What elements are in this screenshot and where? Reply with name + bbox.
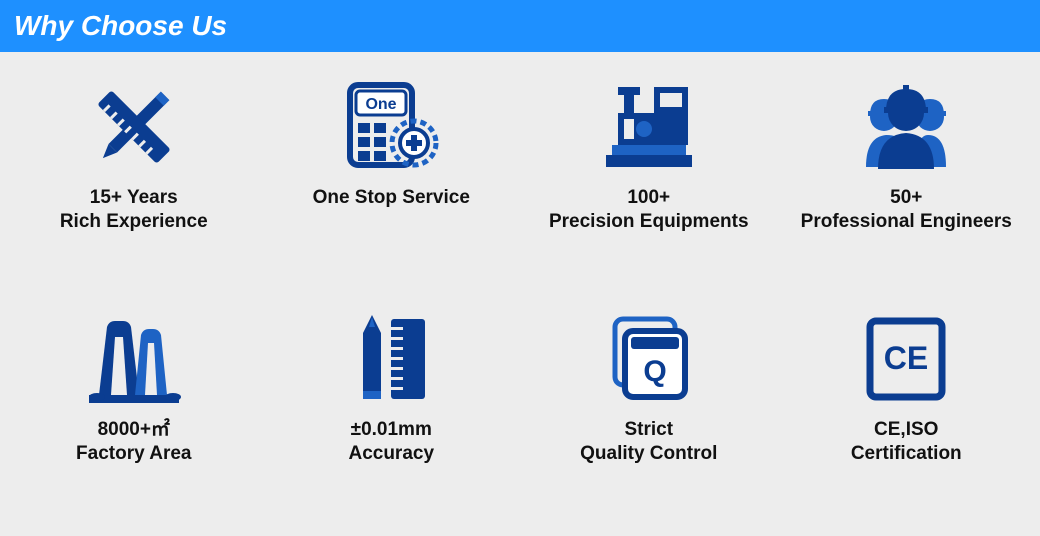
feature-accuracy: ±0.01mm Accuracy xyxy=(268,304,516,526)
ruler-pencil-icon xyxy=(84,72,184,182)
section-title: Why Choose Us xyxy=(14,10,227,41)
feature-label: One Stop Service xyxy=(313,186,470,210)
feature-one-stop: One One Stop Service xyxy=(268,72,516,294)
feature-certification: CE CE,ISO Certification xyxy=(783,304,1031,526)
feature-label: 50+ Professional Engineers xyxy=(801,186,1012,234)
machine-icon xyxy=(594,72,704,182)
quality-icon: Q xyxy=(599,304,699,414)
section-header: Why Choose Us xyxy=(0,0,1040,52)
feature-label: CE,ISO Certification xyxy=(851,418,962,466)
feature-equipments: 100+ Precision Equipments xyxy=(525,72,773,294)
feature-label: 8000+㎡ Factory Area xyxy=(76,418,191,466)
features-grid: 15+ Years Rich Experience One One Stop S… xyxy=(0,52,1040,536)
feature-experience: 15+ Years Rich Experience xyxy=(10,72,258,294)
feature-factory: 8000+㎡ Factory Area xyxy=(10,304,258,526)
feature-quality: Q Strict Quality Control xyxy=(525,304,773,526)
feature-label: Strict Quality Control xyxy=(580,418,717,466)
feature-label: 100+ Precision Equipments xyxy=(549,186,749,234)
ce-badge-text: CE xyxy=(884,340,928,376)
feature-label: ±0.01mm Accuracy xyxy=(348,418,434,466)
one-stop-icon: One xyxy=(336,72,446,182)
certificate-icon: CE xyxy=(856,304,956,414)
engineers-icon xyxy=(846,72,966,182)
one-badge-text: One xyxy=(366,96,397,113)
pencil-ruler-icon xyxy=(341,304,441,414)
feature-label: 15+ Years Rich Experience xyxy=(60,186,208,234)
feature-engineers: 50+ Professional Engineers xyxy=(783,72,1031,294)
factory-icon xyxy=(79,304,189,414)
q-badge-text: Q xyxy=(643,355,666,388)
